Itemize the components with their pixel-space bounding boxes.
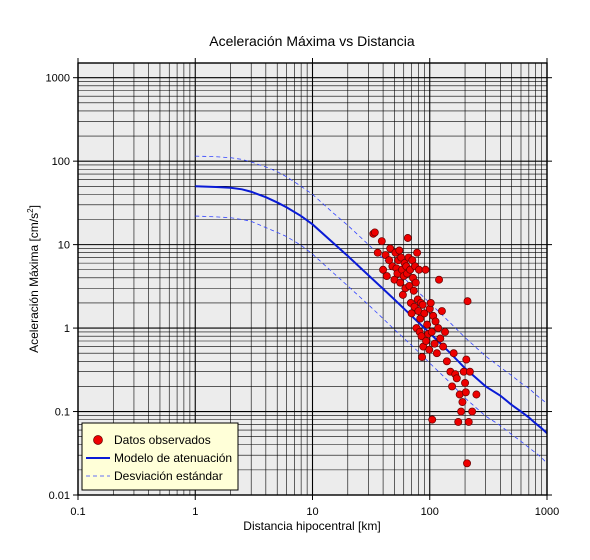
legend-marker-points [93,435,103,445]
attenuation-model-line [195,185,548,434]
data-point [422,337,430,345]
x-tick-label: 0.1 [70,506,85,518]
data-point [425,345,434,354]
data-point [420,309,429,318]
deviation-upper-line [195,155,548,404]
y-axis-label-main: Aceleración Máxima [cm/s [27,213,41,353]
data-point [472,390,481,399]
legend-label-deviation: Desviación estándar [114,469,223,483]
chart-title: Aceleración Máxima vs Distancia [209,33,415,49]
data-point [435,275,443,284]
data-point [439,342,448,351]
data-point [427,327,436,336]
legend-label-points: Datos observados [114,433,211,447]
y-tick-label: 0.01 [49,490,70,502]
x-tick-label: 1000 [535,506,559,518]
legend-label-model: Modelo de atenuación [114,451,232,465]
data-point [395,246,404,255]
data-point [441,327,449,336]
data-point [452,374,461,383]
data-point [396,278,405,287]
y-tick-label: 0.1 [55,407,70,419]
data-point [373,248,382,257]
data-point [403,234,412,242]
data-point [413,248,422,257]
data-point [431,317,440,326]
data-point [457,407,466,416]
data-point [377,237,386,246]
data-point [434,324,443,333]
legend-box [81,422,239,491]
data-point [416,314,425,323]
y-tick-label: 1000 [46,73,70,85]
data-point [386,244,395,253]
data-point [385,256,394,265]
data-point [464,418,473,426]
data-point [418,300,427,309]
x-tick-label: 1 [192,506,198,518]
x-tick-label: 10 [306,506,318,518]
x-tick-labels: 0.1 1 10 100 1000 [70,506,559,518]
data-point [407,309,416,318]
series-layer [195,155,548,468]
data-point [426,299,435,307]
x-tick-label: 100 [421,506,439,518]
data-point [461,388,470,397]
data-point [449,349,458,358]
data-point [430,339,439,348]
data-point [405,281,414,290]
data-point [468,407,477,416]
data-point [370,228,379,237]
data-point [421,265,430,274]
y-tick-label: 10 [58,240,70,252]
y-axis-label: Aceleración Máxima [cm/s2] [26,205,41,353]
data-point [437,307,446,315]
data-point [418,353,427,361]
data-point [432,349,441,358]
y-axis-label-exponent: 2 [26,208,35,213]
deviation-lower-line [195,215,548,464]
data-point [379,265,388,274]
data-point [462,355,471,364]
data-point [448,382,457,391]
data-point [415,265,423,274]
data-point [436,334,445,343]
axis-ticks [73,58,552,500]
data-point [423,320,432,329]
legend: Datos observados Modelo de atenuación De… [81,422,239,491]
y-axis-label-end: ] [27,205,41,208]
data-point [428,415,437,424]
x-axis-label: Distancia hipocentral [km] [243,519,380,533]
data-point [409,286,418,295]
data-point [411,278,420,287]
data-point [465,367,474,376]
data-point [461,379,469,387]
data-point [463,297,472,306]
data-point [454,418,463,426]
y-tick-label: 100 [52,156,70,168]
y-tick-label: 1 [64,323,70,335]
y-tick-labels: 0.01 0.1 1 10 100 1000 [46,73,70,502]
data-point [442,357,451,366]
data-point [398,290,407,299]
data-point [458,398,467,406]
data-point [463,459,471,468]
data-point [382,272,391,281]
